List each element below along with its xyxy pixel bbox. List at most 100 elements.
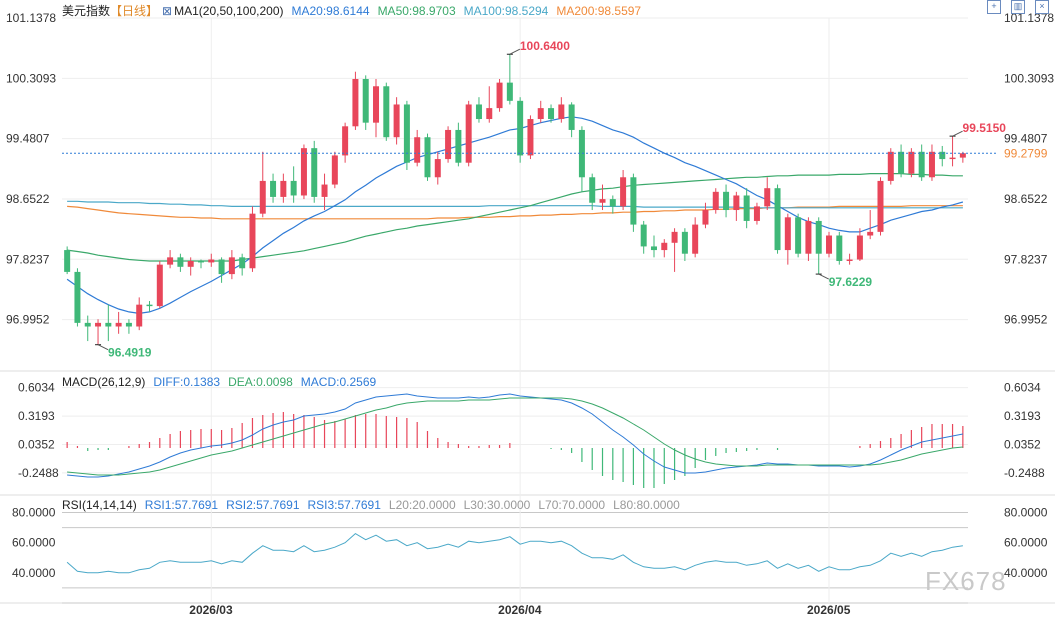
annotation-label: 100.6400 [520, 39, 570, 53]
macd-tick-left: -0.2488 [18, 466, 59, 480]
candle-body [383, 86, 390, 138]
candle [95, 319, 102, 345]
candle [898, 144, 905, 178]
candle [918, 144, 925, 181]
macd-tick-right: -0.2488 [1004, 466, 1045, 480]
candle-body [177, 257, 184, 267]
price-tick-left: 97.8237 [6, 252, 50, 266]
candle [455, 122, 462, 167]
watermark: FX678 [925, 566, 1007, 596]
candle [187, 257, 194, 276]
candle-body [187, 260, 194, 267]
candle [620, 169, 627, 211]
x-tick-label: 2026/05 [807, 603, 851, 617]
candle [300, 144, 307, 200]
macd-diff: DIFF:0.1383 [153, 375, 221, 389]
candle [414, 129, 421, 167]
macd-value: MACD:0.2569 [300, 375, 377, 389]
candle-body [733, 195, 740, 211]
candle-body [167, 257, 174, 265]
candle-body [486, 108, 493, 120]
candle-body [249, 213, 256, 269]
candle [548, 104, 555, 123]
price-tick-right: 99.4807 [1004, 132, 1048, 146]
ma-label[interactable]: MA1(20,50,100,200) [174, 3, 284, 18]
candle [908, 148, 915, 178]
candle-body [331, 155, 338, 185]
candle [568, 102, 575, 138]
candle-body [712, 191, 719, 211]
crosshair-icon[interactable]: + [987, 0, 1001, 14]
macd-tick-left: 0.3193 [18, 409, 55, 423]
close-icon[interactable]: × [1035, 0, 1049, 14]
candle-body [908, 151, 915, 174]
candle [486, 86, 493, 123]
candle [712, 188, 719, 214]
candle-body [506, 82, 513, 101]
candle [167, 250, 174, 269]
candle-body [414, 137, 421, 163]
candle [928, 144, 935, 181]
candle [784, 213, 791, 265]
macd-tick-left: 0.0352 [18, 437, 55, 451]
candle [362, 75, 369, 130]
candle-body [537, 108, 544, 120]
candle-body [723, 191, 730, 211]
annotation-leader [952, 130, 963, 137]
layout-icon[interactable]: ▥ [1011, 0, 1025, 14]
period-label[interactable]: 【日线】 [110, 4, 159, 18]
candle-body [671, 231, 678, 243]
rsi1-value: RSI1:57.7691 [144, 498, 219, 512]
candle-body [753, 206, 760, 221]
candle [609, 195, 616, 214]
candle-body [115, 322, 122, 327]
candle [475, 97, 482, 123]
macd-label[interactable]: MACD(26,12,9) [62, 375, 146, 389]
candle [640, 220, 647, 254]
candle-body [74, 271, 81, 323]
macd-legend: MACD(26,12,9) DIFF:0.1383 DEA:0.0098 MAC… [62, 375, 376, 389]
candle [867, 210, 874, 240]
ma20-line [66, 116, 964, 315]
indicator-icon[interactable]: ⊠ [162, 3, 173, 18]
candle-body [609, 199, 616, 207]
candle [630, 173, 637, 232]
candle-body [424, 137, 431, 178]
candle-body [826, 235, 833, 254]
candle [517, 97, 524, 163]
rsi-label[interactable]: RSI(14,14,14) [62, 498, 137, 512]
candle-body [599, 199, 606, 203]
price-annotations: 99.2799 100.6400 96.4919 97.6229 99.5150 [62, 39, 1055, 360]
candle [805, 217, 812, 261]
annotation-label: 97.6229 [829, 275, 873, 289]
candle-body [239, 257, 246, 269]
candle-body [208, 259, 215, 263]
candle [496, 78, 503, 112]
candle-body [784, 217, 791, 251]
candle-body [527, 119, 534, 156]
candle [506, 54, 513, 105]
candle-body [558, 104, 565, 120]
candle-body [146, 304, 153, 307]
candle-body [928, 151, 935, 178]
candle-body [867, 231, 874, 236]
candle [403, 100, 410, 170]
rsi-tick-left: 60.0000 [12, 536, 56, 550]
candle-body [620, 177, 627, 207]
candle-body [578, 129, 585, 178]
rsi-tick-left: 80.0000 [12, 506, 56, 520]
macd-tick-left: 0.6034 [18, 381, 55, 395]
candle-body [393, 104, 400, 138]
x-tick-label: 2026/04 [498, 603, 542, 617]
candle-body [197, 260, 204, 263]
candle [692, 217, 699, 258]
candle [743, 188, 750, 229]
candle [115, 311, 122, 334]
candle-body [321, 184, 328, 197]
candle-body [856, 235, 863, 260]
candle [177, 253, 184, 272]
x-tick-label: 2026/03 [189, 603, 233, 617]
annotation-label: 99.5150 [963, 121, 1007, 135]
chart-toolbar: + ▥ × [987, 0, 1049, 14]
